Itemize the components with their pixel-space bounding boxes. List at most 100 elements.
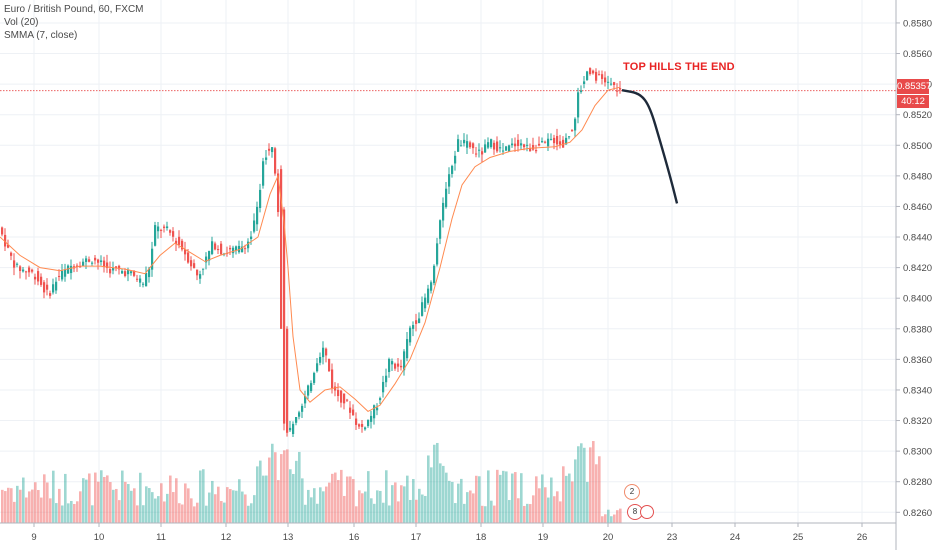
volume-bar	[607, 509, 610, 523]
volume-bar	[556, 491, 559, 523]
volume-bar	[619, 508, 622, 523]
candle-body	[202, 268, 205, 270]
volume-bar	[439, 463, 442, 523]
annotation-text: TOP HILLS THE END	[623, 61, 735, 73]
volume-bar	[73, 504, 76, 523]
candle-body	[163, 226, 166, 229]
candle-body	[319, 356, 322, 363]
volume-bar	[415, 499, 418, 523]
volume-bar	[397, 501, 400, 523]
volume-bar	[151, 492, 154, 523]
candle-body	[457, 139, 460, 152]
volume-bar	[22, 477, 25, 523]
candle-body	[199, 274, 202, 279]
volume-bar	[157, 496, 160, 523]
time-axis[interactable]: 9 10 11 12 13 16 17 18 19 20 23 24 25 26	[0, 522, 896, 543]
candle-body	[64, 269, 67, 277]
candle-body	[169, 230, 172, 233]
volume-bar	[442, 465, 445, 523]
bar-countdown-tag: 40:12	[897, 95, 929, 108]
volume-bar	[526, 503, 529, 523]
volume-indicator-label[interactable]: Vol (20)	[4, 17, 39, 28]
volume-bar	[16, 485, 19, 523]
volume-bar	[283, 450, 286, 523]
volume-bar	[445, 472, 448, 523]
candle-body	[577, 92, 580, 118]
news-icon[interactable]	[640, 505, 654, 519]
event-icon-count: 2	[629, 487, 635, 496]
candle-body	[553, 137, 556, 144]
volume-bar	[379, 490, 382, 523]
candle-body	[280, 169, 283, 329]
symbol-title[interactable]: Euro / British Pound, 60, FXCM	[4, 4, 144, 15]
candle-body	[334, 386, 337, 391]
candle-body	[517, 139, 520, 146]
volume-bar	[298, 451, 301, 523]
candle-body	[520, 143, 523, 146]
volume-bar	[229, 489, 232, 523]
volume-bar	[76, 501, 79, 523]
volume-bar	[454, 503, 457, 523]
volume-bar	[199, 470, 202, 523]
candle-body	[67, 265, 70, 274]
candle-body	[166, 226, 169, 229]
candle-body	[181, 240, 184, 250]
volume-bar	[301, 478, 304, 523]
volume-bar	[274, 452, 277, 523]
candle-body	[283, 209, 286, 424]
candle-body	[484, 144, 487, 153]
candle-body	[601, 74, 604, 79]
volume-bar	[259, 460, 262, 523]
candle-body	[619, 88, 622, 90]
candle-body	[424, 297, 427, 309]
candle-body	[22, 269, 25, 272]
candle-body	[505, 146, 508, 151]
candle-body	[34, 276, 37, 280]
volume-bar	[352, 479, 355, 523]
volume-bar	[28, 491, 31, 523]
candle-body	[607, 81, 610, 83]
volume-bar	[541, 474, 544, 523]
volume-bar	[412, 478, 415, 523]
volume-bar	[115, 488, 118, 523]
volume-bar	[100, 470, 103, 523]
volume-bar	[37, 490, 40, 523]
candle-body	[118, 265, 121, 270]
volume-bar	[403, 486, 406, 523]
volume-bar	[433, 444, 436, 523]
candle-body	[148, 268, 151, 278]
volume-bar	[256, 466, 259, 523]
candle-body	[28, 267, 31, 273]
volume-bar	[463, 503, 466, 523]
volume-bar	[208, 492, 211, 523]
candle-body	[472, 143, 475, 149]
volume-bar	[532, 495, 535, 523]
candle-body	[253, 220, 256, 232]
candle-body	[349, 407, 352, 413]
volume-bar	[523, 505, 526, 523]
volume-bar	[316, 503, 319, 523]
volume-bar	[451, 481, 454, 523]
volume-bar	[550, 477, 553, 523]
smma-indicator-label[interactable]: SMMA (7, close)	[4, 30, 78, 41]
candle-body	[451, 165, 454, 174]
volume-bar	[406, 475, 409, 523]
candle-body	[268, 148, 271, 151]
x-tick-label: 26	[857, 532, 868, 543]
candle-body	[307, 385, 310, 396]
candle-body	[316, 363, 319, 372]
volume-bar	[205, 505, 208, 523]
volume-bar	[562, 466, 565, 523]
candle-body	[91, 262, 94, 264]
candle-body	[292, 423, 295, 435]
candle-body	[358, 424, 361, 427]
volume-bar	[178, 503, 181, 523]
candle-body	[463, 139, 466, 144]
volume-bar	[367, 471, 370, 523]
event-icon[interactable]: 2	[624, 484, 640, 500]
